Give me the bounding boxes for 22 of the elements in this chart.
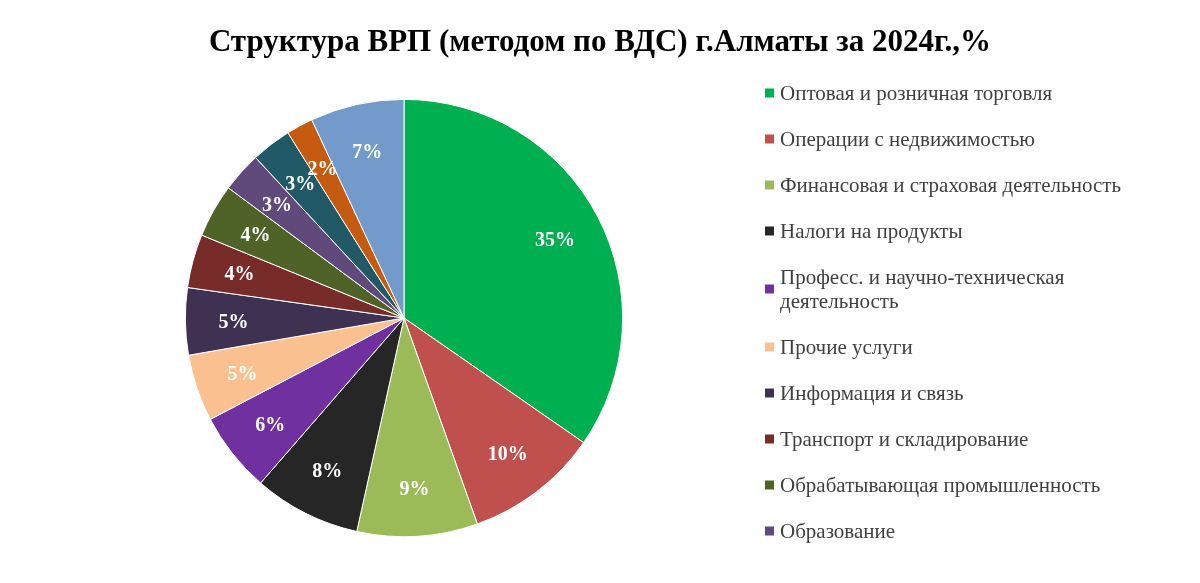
data-label: 4%: [240, 223, 271, 246]
data-label: 6%: [255, 412, 286, 435]
data-label: 7%: [352, 140, 383, 163]
legend-label: Оптовая и розничная торговля: [780, 81, 1053, 105]
data-label: 9%: [399, 477, 430, 500]
chart-title: Структура ВРП (методом по ВДС) г.Алматы за 2024г.,%: [208, 23, 992, 58]
data-label: 5%: [227, 361, 258, 384]
legend-label: Транспорт и складирование: [780, 427, 1029, 451]
data-label: 8%: [312, 459, 343, 482]
legend-label: Прочие услуги: [780, 335, 913, 359]
data-label: 5%: [218, 309, 249, 332]
legend-label: Професс. и научно-техническая деятельность: [780, 265, 1070, 313]
legend-label: Операции с недвижимостью: [780, 127, 1036, 151]
data-label: 4%: [224, 262, 255, 285]
legend-label: Налоги на продукты: [780, 219, 963, 243]
data-label: 10%: [487, 442, 528, 465]
legend-label: Образование: [780, 519, 896, 543]
data-label: 3%: [262, 193, 293, 216]
data-label: 35%: [535, 227, 576, 250]
legend-label: Обрабатывающая промышленность: [780, 473, 1101, 497]
legend-label: Информация и связь: [780, 381, 964, 405]
legend-label: Финансовая и страховая деятельность: [780, 173, 1122, 197]
